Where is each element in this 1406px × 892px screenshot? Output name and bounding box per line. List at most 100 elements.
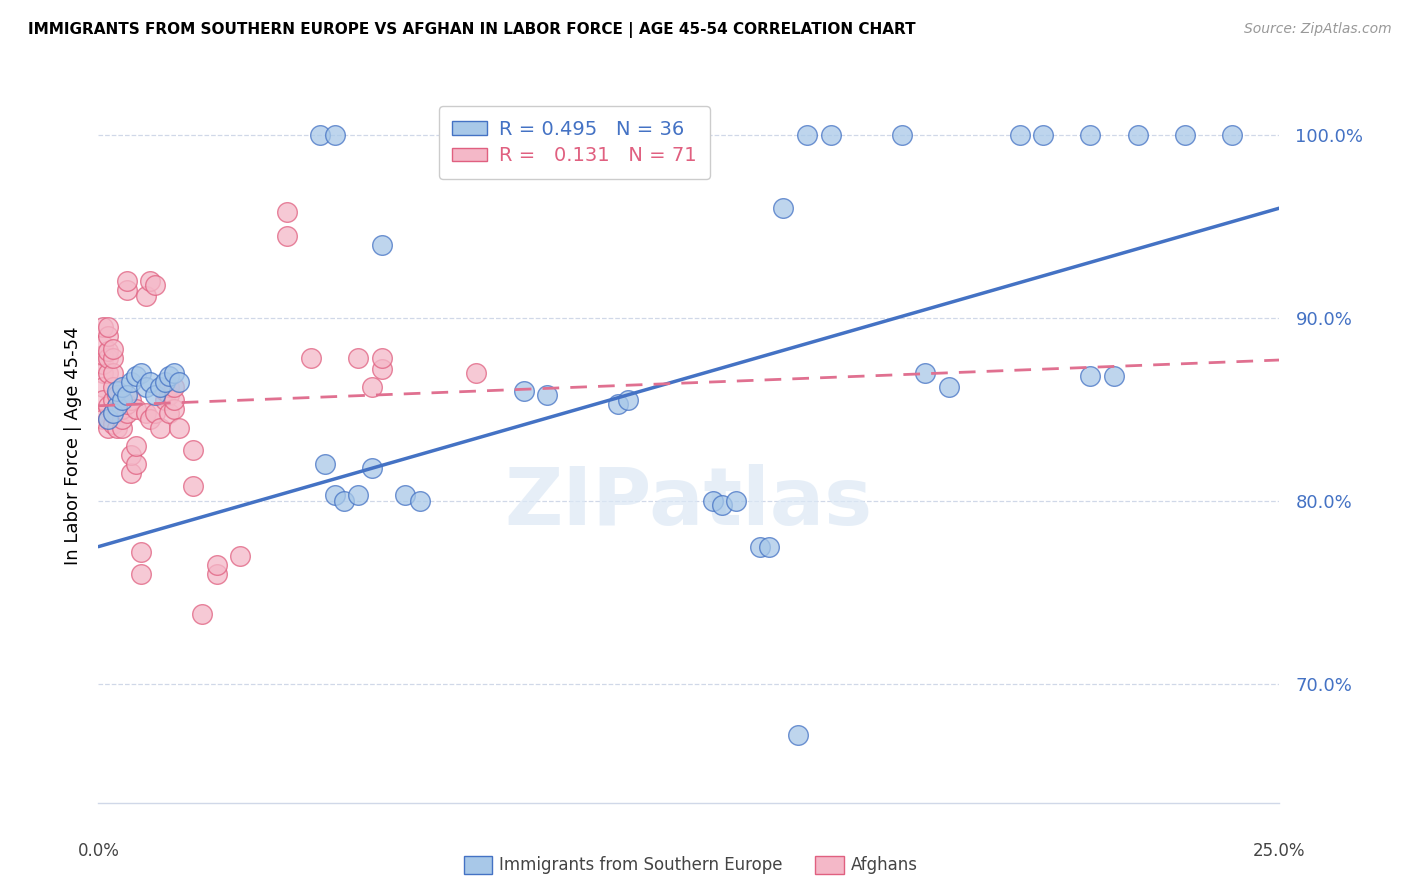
Point bbox=[153, 393, 176, 408]
Point bbox=[796, 128, 818, 142]
Point bbox=[91, 380, 114, 394]
Point bbox=[314, 458, 336, 472]
Point bbox=[101, 417, 124, 431]
Point bbox=[91, 338, 114, 352]
Point bbox=[938, 380, 960, 394]
Point bbox=[167, 420, 190, 434]
Point bbox=[711, 498, 734, 512]
Point bbox=[1080, 369, 1102, 384]
Point bbox=[115, 406, 138, 420]
Point bbox=[309, 128, 332, 142]
Point bbox=[121, 393, 143, 408]
Point bbox=[299, 351, 322, 366]
Point bbox=[758, 540, 780, 554]
Point bbox=[748, 540, 770, 554]
Point bbox=[97, 399, 120, 413]
Point bbox=[105, 388, 128, 402]
Point bbox=[1174, 128, 1197, 142]
Point bbox=[163, 402, 186, 417]
Point bbox=[125, 458, 148, 472]
Point bbox=[1008, 128, 1031, 142]
Point bbox=[276, 228, 298, 243]
Point bbox=[135, 289, 157, 303]
Point bbox=[371, 237, 394, 252]
Point bbox=[323, 128, 346, 142]
Point bbox=[167, 375, 190, 389]
Point bbox=[323, 488, 346, 502]
Point bbox=[105, 399, 128, 413]
Point bbox=[97, 366, 120, 380]
Point bbox=[333, 494, 356, 508]
Point bbox=[772, 201, 794, 215]
Point bbox=[111, 402, 134, 417]
Point bbox=[191, 607, 214, 622]
Point bbox=[205, 567, 228, 582]
Point bbox=[408, 494, 430, 508]
Point bbox=[115, 284, 138, 298]
Point bbox=[229, 549, 252, 563]
Point bbox=[97, 411, 120, 425]
Point bbox=[121, 448, 143, 462]
Point bbox=[371, 351, 394, 366]
Point bbox=[347, 351, 370, 366]
Point bbox=[101, 351, 124, 366]
Point bbox=[129, 545, 152, 559]
Point bbox=[163, 366, 186, 380]
Text: 0.0%: 0.0% bbox=[77, 842, 120, 860]
Point bbox=[163, 393, 186, 408]
Point bbox=[1220, 128, 1243, 142]
Point bbox=[115, 274, 138, 288]
Point bbox=[111, 420, 134, 434]
Point bbox=[139, 411, 162, 425]
Point bbox=[105, 420, 128, 434]
Point bbox=[97, 411, 120, 425]
Point bbox=[702, 494, 724, 508]
Point bbox=[1032, 128, 1054, 142]
Point bbox=[143, 406, 166, 420]
Point bbox=[616, 393, 638, 408]
Point bbox=[157, 369, 180, 384]
Point bbox=[607, 397, 630, 411]
Text: 25.0%: 25.0% bbox=[1253, 842, 1306, 860]
Legend: R = 0.495   N = 36, R =   0.131   N = 71: R = 0.495 N = 36, R = 0.131 N = 71 bbox=[439, 106, 710, 179]
Point bbox=[143, 388, 166, 402]
Point bbox=[101, 406, 124, 420]
Y-axis label: In Labor Force | Age 45-54: In Labor Force | Age 45-54 bbox=[63, 326, 82, 566]
Point bbox=[101, 406, 124, 420]
Point bbox=[101, 393, 124, 408]
Point bbox=[181, 479, 204, 493]
Point bbox=[276, 204, 298, 219]
Point bbox=[97, 320, 120, 334]
Point bbox=[125, 439, 148, 453]
Text: Source: ZipAtlas.com: Source: ZipAtlas.com bbox=[1244, 22, 1392, 37]
Point bbox=[97, 351, 120, 366]
Point bbox=[101, 366, 124, 380]
Point bbox=[105, 384, 128, 398]
Text: IMMIGRANTS FROM SOUTHERN EUROPE VS AFGHAN IN LABOR FORCE | AGE 45-54 CORRELATION: IMMIGRANTS FROM SOUTHERN EUROPE VS AFGHA… bbox=[28, 22, 915, 38]
Point bbox=[143, 277, 166, 292]
Point bbox=[105, 399, 128, 413]
Point bbox=[1102, 369, 1125, 384]
Point bbox=[97, 343, 120, 358]
Point bbox=[135, 380, 157, 394]
Point bbox=[139, 274, 162, 288]
Point bbox=[163, 380, 186, 394]
Point bbox=[465, 366, 488, 380]
Point bbox=[111, 411, 134, 425]
Point bbox=[91, 366, 114, 380]
Point bbox=[149, 380, 172, 394]
Point bbox=[105, 406, 128, 420]
Point bbox=[361, 461, 384, 475]
Point bbox=[125, 402, 148, 417]
Point bbox=[139, 375, 162, 389]
Point bbox=[125, 369, 148, 384]
Point bbox=[101, 342, 124, 356]
Point bbox=[91, 357, 114, 371]
Point bbox=[101, 380, 124, 394]
Point bbox=[536, 388, 558, 402]
Point bbox=[121, 375, 143, 389]
Point bbox=[149, 420, 172, 434]
Point bbox=[91, 393, 114, 408]
Point bbox=[135, 406, 157, 420]
Point bbox=[97, 329, 120, 343]
